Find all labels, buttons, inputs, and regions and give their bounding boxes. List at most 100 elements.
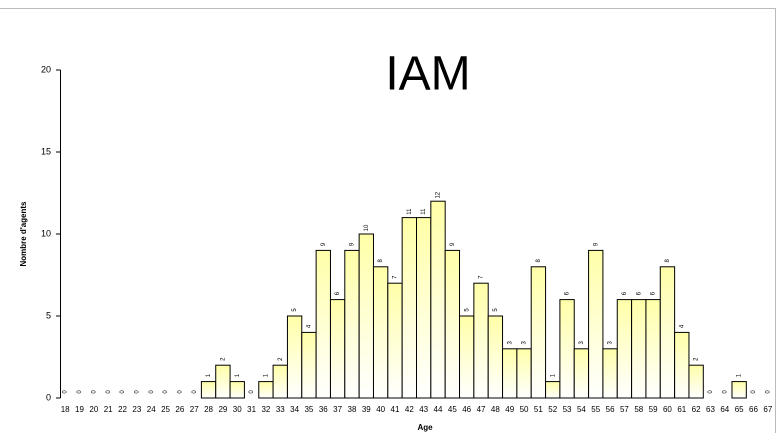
value-label: 6 [636, 291, 642, 295]
x-tick-label: 47 [477, 405, 486, 414]
bar [315, 249, 331, 399]
value-label: 1 [264, 373, 270, 377]
x-tick-label: 27 [190, 405, 199, 414]
value-label: 2 [278, 357, 284, 361]
x-tick-label: 44 [434, 405, 443, 414]
x-tick-label: 31 [247, 405, 256, 414]
value-label: 3 [608, 340, 614, 344]
bar [530, 266, 547, 399]
x-tick-label: 23 [132, 405, 141, 414]
x-tick-label: 22 [118, 405, 127, 414]
value-label: 1 [235, 373, 241, 377]
bar [487, 315, 504, 399]
x-tick-label: 58 [634, 405, 643, 414]
value-label: 3 [579, 340, 585, 344]
bar [731, 381, 747, 399]
value-label: 8 [665, 258, 671, 262]
bar [545, 381, 561, 399]
value-label: 0 [751, 390, 757, 394]
value-label: 1 [737, 373, 743, 377]
value-label: 0 [722, 390, 728, 394]
x-tick-label: 48 [491, 405, 500, 414]
x-tick-label: 39 [362, 405, 371, 414]
value-label: 7 [479, 275, 485, 279]
x-tick-label: 25 [161, 405, 170, 414]
x-tick-label: 62 [692, 405, 701, 414]
value-label: 5 [493, 308, 499, 312]
x-tick-label: 42 [405, 405, 414, 414]
x-tick-label: 61 [677, 405, 686, 414]
value-label: 1 [206, 373, 212, 377]
chart-title: IAM [385, 48, 470, 101]
value-label: 9 [450, 242, 456, 246]
value-label: 9 [350, 242, 356, 246]
y-tick-label: 15 [41, 146, 51, 156]
bar [473, 282, 489, 399]
value-label: 0 [765, 390, 771, 394]
value-label: 7 [393, 275, 399, 279]
x-tick-label: 52 [548, 405, 557, 414]
bar [430, 200, 446, 399]
value-label: 9 [593, 242, 599, 246]
value-label: 0 [63, 390, 69, 394]
x-tick-label: 30 [233, 405, 242, 414]
value-label: 0 [120, 390, 126, 394]
value-label: 0 [106, 390, 112, 394]
bar [459, 315, 475, 399]
bar [372, 266, 389, 399]
value-label: 6 [622, 291, 628, 295]
x-tick-label: 60 [663, 405, 672, 414]
value-label: 3 [507, 340, 513, 344]
bar [559, 299, 575, 399]
y-tick-label: 20 [41, 64, 51, 74]
x-tick-label: 19 [75, 405, 84, 414]
value-label: 9 [321, 242, 327, 246]
bar [502, 348, 518, 399]
x-tick-label: 67 [763, 405, 772, 414]
x-tick-label: 41 [391, 405, 400, 414]
bar [344, 249, 360, 399]
value-label: 6 [651, 291, 657, 295]
y-tick-label: 0 [46, 392, 51, 402]
x-tick-label: 59 [649, 405, 658, 414]
frame [0, 8, 776, 433]
x-tick-label: 63 [706, 405, 715, 414]
y-tick-label: 5 [46, 310, 51, 320]
value-label: 8 [536, 258, 542, 262]
bar [329, 299, 346, 399]
value-label: 10 [364, 224, 370, 231]
value-label: 0 [708, 390, 714, 394]
x-tick-label: 33 [276, 405, 285, 414]
bar [444, 249, 461, 399]
x-tick-label: 38 [348, 405, 357, 414]
x-tick-label: 57 [620, 405, 629, 414]
bar [358, 233, 374, 399]
x-tick-label: 54 [577, 405, 586, 414]
x-tick-label: 53 [563, 405, 572, 414]
value-label: 0 [149, 390, 155, 394]
value-label: 5 [464, 308, 470, 312]
x-tick-label: 66 [749, 405, 758, 414]
x-tick-label: 64 [720, 405, 729, 414]
value-label: 4 [679, 324, 685, 328]
value-label: 1 [550, 373, 556, 377]
bar [200, 381, 217, 399]
x-tick-label: 28 [204, 405, 213, 414]
x-tick-label: 56 [606, 405, 615, 414]
x-tick-label: 24 [147, 405, 156, 414]
y-tick-label: 10 [41, 228, 51, 238]
value-label: 6 [565, 291, 571, 295]
bar [229, 381, 245, 399]
x-axis-label: Age [417, 423, 433, 432]
bar [286, 315, 303, 399]
bar [516, 348, 532, 399]
x-tick-label: 32 [261, 405, 270, 414]
x-tick-label: 43 [419, 405, 428, 414]
x-tick-label: 34 [290, 405, 299, 414]
bar [416, 217, 432, 399]
value-label: 5 [292, 308, 298, 312]
x-tick-label: 55 [591, 405, 600, 414]
bar [387, 282, 403, 399]
value-label: 4 [307, 324, 313, 328]
